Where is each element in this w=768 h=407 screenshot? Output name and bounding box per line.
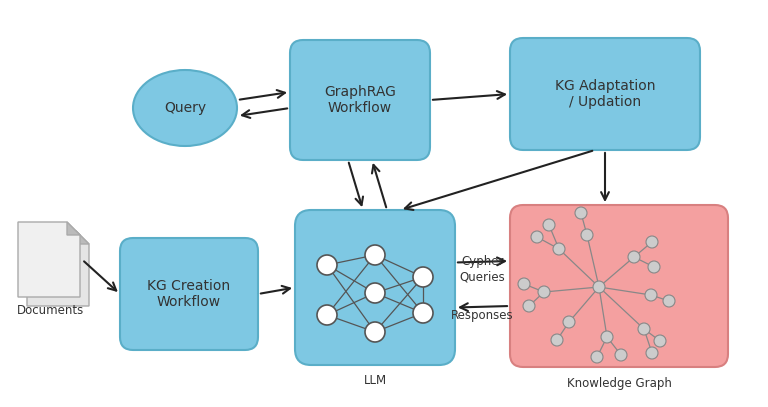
Circle shape <box>365 283 385 303</box>
Circle shape <box>365 245 385 265</box>
Circle shape <box>563 316 575 328</box>
Circle shape <box>645 289 657 301</box>
FancyBboxPatch shape <box>120 238 258 350</box>
Text: GraphRAG
Workflow: GraphRAG Workflow <box>324 85 396 115</box>
Text: Documents: Documents <box>16 304 84 317</box>
Circle shape <box>413 303 433 323</box>
Circle shape <box>615 349 627 361</box>
Circle shape <box>646 236 658 248</box>
Circle shape <box>531 231 543 243</box>
Circle shape <box>581 229 593 241</box>
Polygon shape <box>67 222 80 235</box>
Circle shape <box>628 251 640 263</box>
Circle shape <box>601 331 613 343</box>
Circle shape <box>663 295 675 307</box>
Circle shape <box>593 281 605 293</box>
FancyBboxPatch shape <box>510 205 728 367</box>
Text: LLM: LLM <box>363 374 386 387</box>
Polygon shape <box>18 222 80 297</box>
Text: KG Creation
Workflow: KG Creation Workflow <box>147 279 230 309</box>
Circle shape <box>591 351 603 363</box>
Circle shape <box>317 255 337 275</box>
Circle shape <box>654 335 666 347</box>
Circle shape <box>518 278 530 290</box>
Text: Cypher
Queries: Cypher Queries <box>459 256 505 284</box>
FancyBboxPatch shape <box>290 40 430 160</box>
Circle shape <box>523 300 535 312</box>
Circle shape <box>551 334 563 346</box>
Circle shape <box>543 219 555 231</box>
FancyBboxPatch shape <box>295 210 455 365</box>
Circle shape <box>553 243 565 255</box>
Text: Responses: Responses <box>451 309 514 322</box>
Circle shape <box>317 305 337 325</box>
Polygon shape <box>27 231 89 306</box>
FancyBboxPatch shape <box>510 38 700 150</box>
Circle shape <box>646 347 658 359</box>
Text: KG Adaptation
/ Updation: KG Adaptation / Updation <box>554 79 655 109</box>
Circle shape <box>538 286 550 298</box>
Circle shape <box>365 322 385 342</box>
Text: Knowledge Graph: Knowledge Graph <box>567 376 671 389</box>
Circle shape <box>638 323 650 335</box>
Polygon shape <box>76 231 89 244</box>
Text: Query: Query <box>164 101 206 115</box>
Circle shape <box>575 207 587 219</box>
Circle shape <box>648 261 660 273</box>
Ellipse shape <box>133 70 237 146</box>
Circle shape <box>413 267 433 287</box>
